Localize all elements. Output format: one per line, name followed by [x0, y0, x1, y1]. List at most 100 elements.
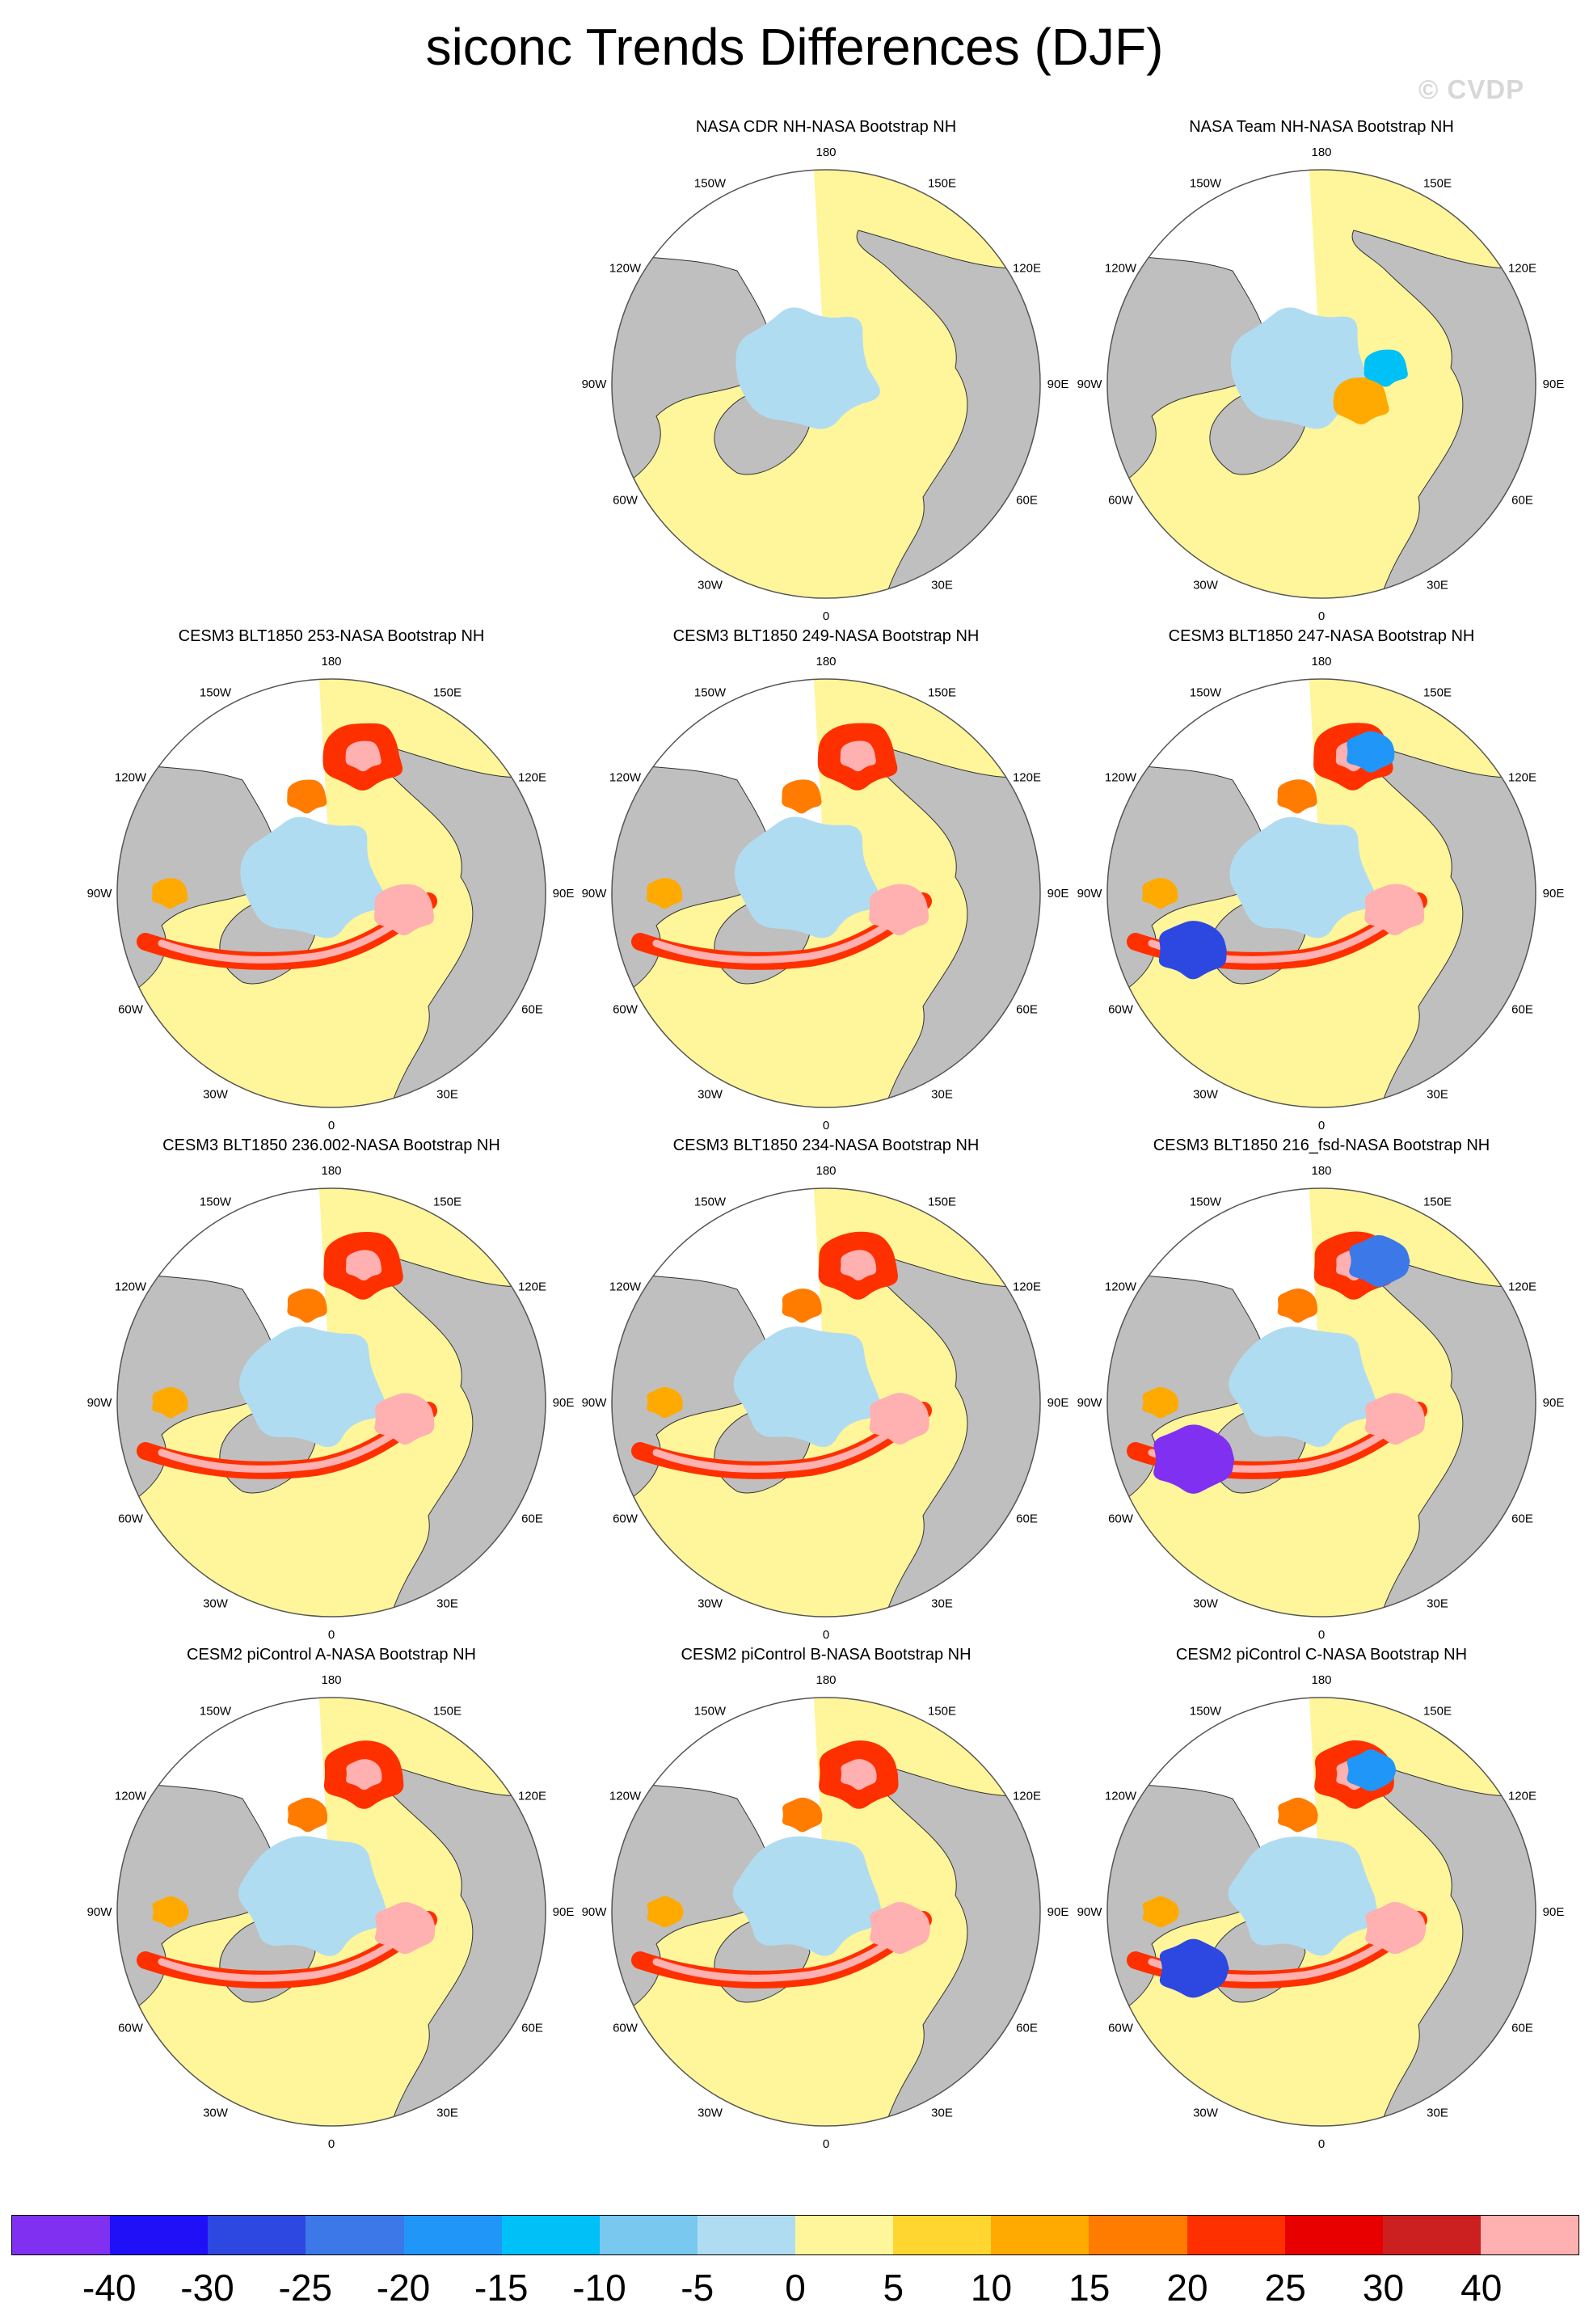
longitude-label: 0: [823, 2137, 829, 2151]
barents-sea-field: [869, 884, 929, 936]
pacific-ice-edge-core: [346, 1759, 382, 1790]
polar-stereographic-map: 180 150E 120E 90E 60E 30E 0 30W 60W 90W 120W 150W: [582, 1673, 1069, 2151]
longitude-label: 30E: [1427, 579, 1448, 593]
panel-title: CESM2 piControl B-NASA Bootstrap NH: [681, 1646, 972, 1664]
longitude-label: 90W: [1077, 377, 1103, 391]
longitude-label: 180: [816, 1673, 836, 1687]
colorbar-swatch: [208, 2216, 306, 2254]
longitude-label: 30W: [203, 2107, 229, 2120]
polar-stereographic-map: 180 150E 120E 90E 60E 30E 0 30W 60W 90W 120W 150W: [1077, 1164, 1565, 1642]
map-panel: NASA Team NH-NASA Bootstrap NH 180 150E 120…: [1071, 117, 1572, 623]
longitude-label: 150E: [1423, 177, 1452, 191]
pacific-ice-edge-core: [345, 740, 381, 772]
arctic-basin-field: [733, 1326, 882, 1448]
colorbar-swatch: [1186, 2216, 1285, 2254]
longitude-label: 150E: [928, 686, 956, 700]
map-panel: CESM3 BLT1850 249-NASA Bootstrap NH 180 15…: [575, 626, 1077, 1132]
pacific-negative-field: [1347, 1749, 1397, 1791]
longitude-label: 120W: [1105, 1280, 1137, 1294]
longitude-label: 90W: [582, 1396, 608, 1410]
barents-sea-field: [1364, 884, 1425, 936]
arctic-basin-field: [1228, 1836, 1378, 1956]
map-panel: CESM2 piControl A-NASA Bootstrap NH 180 15…: [81, 1645, 582, 2151]
polar-stereographic-map: 180 150E 120E 90E 60E 30E 0 30W 60W 90W 120W 150W: [1077, 146, 1565, 623]
longitude-label: 90E: [1047, 377, 1069, 391]
polar-stereographic-map: 180 150E 120E 90E 60E 30E 0 30W 60W 90W 120W 150W: [1077, 655, 1565, 1132]
longitude-label: 60W: [1108, 1512, 1134, 1526]
barents-sea-field: [869, 1393, 929, 1445]
longitude-label: 180: [1311, 1164, 1331, 1178]
barents-sea-field: [870, 1902, 930, 1955]
arctic-basin-field: [732, 1836, 883, 1956]
colorbar-swatch: [501, 2216, 600, 2254]
colorbar-tick-label: 5: [883, 2267, 904, 2309]
longitude-label: 180: [816, 655, 836, 669]
longitude-label: 180: [1311, 1673, 1331, 1687]
longitude-label: 90E: [1543, 377, 1565, 391]
longitude-label: 150W: [694, 1705, 727, 1719]
longitude-label: 90W: [1077, 1905, 1103, 1919]
longitude-label: 150W: [694, 177, 727, 191]
colorbar-tick-label: 0: [785, 2267, 806, 2309]
colorbar-swatch: [306, 2216, 404, 2254]
map-panel: CESM3 BLT1850 216_fsd-NASA Bootstrap NH 1…: [1071, 1136, 1572, 1642]
bering-strait-field: [287, 1797, 328, 1833]
barents-sea-field: [1364, 1393, 1426, 1445]
longitude-label: 60E: [521, 1003, 543, 1017]
longitude-label: 120W: [609, 262, 642, 276]
colorbar-tick-label: -10: [572, 2267, 626, 2309]
longitude-label: 150W: [1190, 1196, 1222, 1209]
panel-title: CESM3 BLT1850 249-NASA Bootstrap NH: [672, 627, 980, 645]
longitude-label: 30E: [1427, 1088, 1448, 1102]
longitude-label: 90E: [553, 1905, 575, 1919]
colorbar-tick-label: 20: [1166, 2267, 1208, 2309]
barents-sea-field: [374, 1902, 436, 1955]
longitude-label: 150E: [1423, 686, 1452, 700]
map-boundary: [1106, 1697, 1536, 2127]
hudson-bay-field: [1142, 1896, 1179, 1928]
colorbar-swatch: [1480, 2216, 1578, 2254]
colorbar-swatch: [893, 2216, 992, 2254]
hudson-bay-field: [647, 1896, 684, 1928]
hudson-bay-field: [647, 1386, 683, 1419]
longitude-label: 180: [321, 655, 341, 669]
longitude-label: 120E: [518, 1790, 546, 1803]
hudson-bay-field: [1142, 1386, 1179, 1419]
longitude-label: 150W: [694, 1196, 727, 1209]
colorbar-swatch: [599, 2216, 698, 2254]
longitude-label: 30E: [1427, 1597, 1448, 1611]
longitude-label: 60E: [1016, 1003, 1038, 1017]
colorbar: [11, 2215, 1579, 2255]
longitude-label: 60W: [613, 1003, 639, 1017]
colorbar-swatch: [110, 2216, 209, 2254]
polar-stereographic-map: 180 150E 120E 90E 60E 30E 0 30W 60W 90W 120W 150W: [87, 655, 575, 1132]
map-boundary: [1106, 678, 1536, 1108]
longitude-label: 0: [823, 1119, 829, 1132]
longitude-label: 0: [328, 1119, 335, 1132]
longitude-label: 150W: [200, 1196, 232, 1209]
longitude-label: 60W: [613, 1512, 639, 1526]
longitude-label: 60W: [613, 2022, 639, 2035]
pacific-ice-edge-core: [840, 1250, 877, 1281]
longitude-label: 120E: [1508, 771, 1536, 785]
panel-title: CESM3 BLT1850 216_fsd-NASA Bootstrap NH: [1153, 1137, 1490, 1154]
panel-title: NASA Team NH-NASA Bootstrap NH: [1189, 118, 1454, 136]
polar-stereographic-map: 180 150E 120E 90E 60E 30E 0 30W 60W 90W 120W 150W: [582, 655, 1069, 1132]
longitude-label: 90W: [1077, 887, 1103, 900]
longitude-label: 90E: [1543, 1396, 1565, 1410]
polar-stereographic-map: 180 150E 120E 90E 60E 30E 0 30W 60W 90W 120W 150W: [1077, 1673, 1565, 2151]
longitude-label: 30W: [698, 579, 723, 593]
bering-strait-field: [782, 779, 822, 814]
longitude-label: 150W: [1190, 177, 1222, 191]
bering-strait-field: [1277, 1288, 1317, 1323]
map-panel: NASA CDR NH-NASA Bootstrap NH 180 150E 120E…: [575, 117, 1077, 623]
longitude-label: 90W: [87, 1905, 113, 1919]
colorbar-tick-label: -40: [82, 2267, 137, 2309]
longitude-label: 150W: [694, 686, 727, 700]
map-boundary: [1106, 1187, 1536, 1618]
longitude-label: 30E: [1427, 2107, 1448, 2120]
longitude-label: 90E: [1543, 887, 1565, 900]
longitude-label: 0: [328, 2137, 335, 2151]
longitude-label: 120E: [1013, 1790, 1041, 1803]
longitude-label: 150E: [433, 686, 462, 700]
